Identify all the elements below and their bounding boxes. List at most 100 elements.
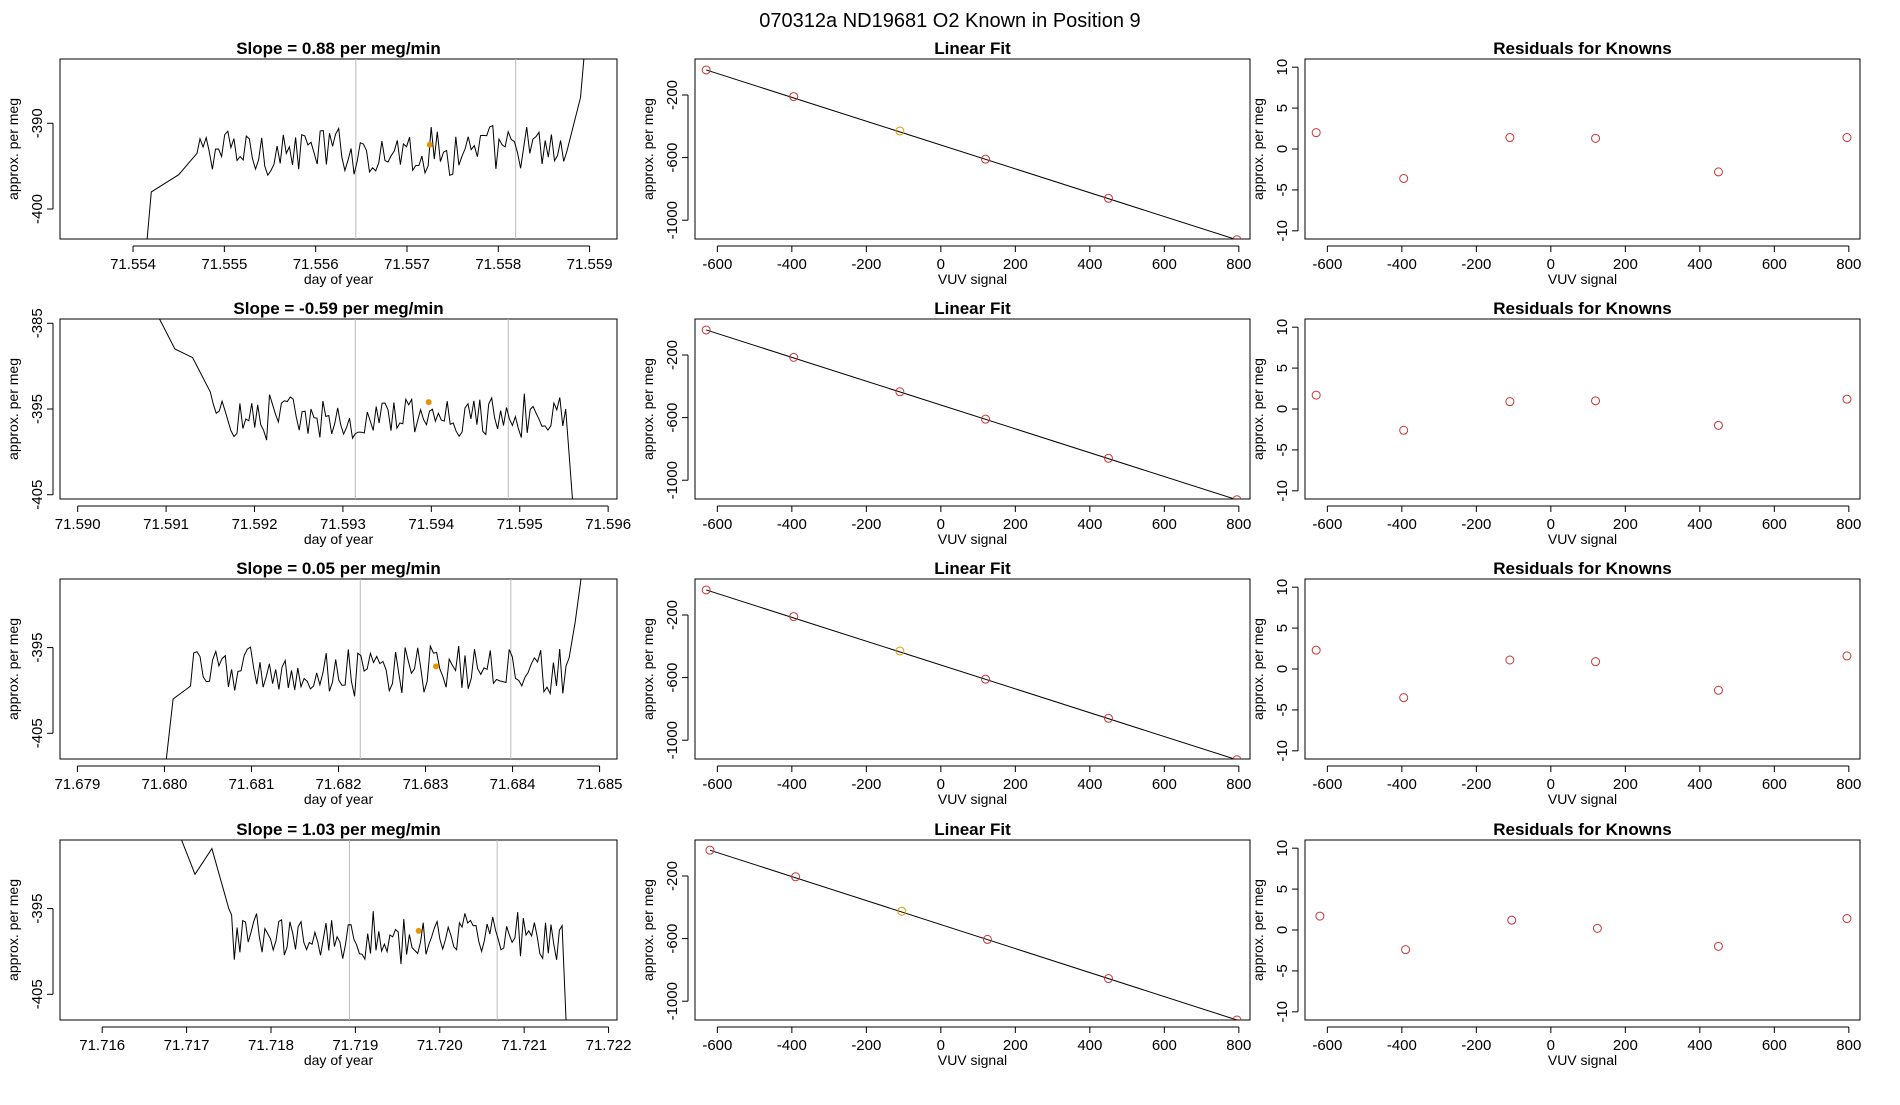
y-tick-label: 5: [1274, 885, 1291, 893]
per-meg-trace: [146, 59, 585, 239]
y-axis-label: approx. per meg: [1250, 358, 1266, 460]
x-tick-label: -200: [851, 1037, 881, 1054]
x-tick-label: 400: [1687, 1037, 1712, 1054]
fit-data-point: [1232, 755, 1242, 759]
x-tick-label: 200: [1613, 516, 1638, 533]
x-axis-label: day of year: [304, 531, 374, 547]
x-tick-label: 200: [1003, 516, 1028, 533]
chart-title: Residuals for Knowns: [1493, 559, 1672, 578]
x-tick-label: -200: [1461, 776, 1491, 793]
residual-point: [1591, 657, 1601, 667]
residual-point: [1399, 693, 1409, 703]
x-tick-label: 71.591: [143, 516, 189, 533]
x-tick-label: 71.683: [403, 776, 449, 793]
chart-title: Residuals for Knowns: [1493, 39, 1672, 58]
x-tick-label: 0: [1547, 256, 1555, 273]
x-tick-label: 71.596: [585, 516, 631, 533]
y-tick-label: 5: [1274, 364, 1291, 372]
plot-area: [158, 319, 573, 499]
panel-resid-1: Residuals for Knowns -600 -400 -200 0 200 400 6…: [1250, 299, 1861, 547]
y-tick-label: -1000: [664, 461, 681, 499]
x-tick-label: 600: [1152, 776, 1177, 793]
panel-fit-0: Linear Fit -600 -400 -200 0 200 400 600 800 VUV s…: [640, 39, 1251, 287]
y-tick-label: -400: [29, 194, 46, 224]
x-tick-label: -600: [1312, 776, 1342, 793]
plot-frame: [694, 839, 1251, 1021]
chart-title: Residuals for Knowns: [1493, 299, 1672, 318]
x-tick-label: -200: [1461, 516, 1491, 533]
fit-data-point: [981, 414, 991, 424]
fit-data-point: [1103, 713, 1113, 723]
mean-marker: [415, 927, 422, 934]
residual-point: [1592, 923, 1602, 933]
plot-frame: [1304, 318, 1861, 500]
x-tick-label: 400: [1077, 516, 1102, 533]
plot-area: [701, 585, 1242, 759]
y-axis-label: approx. per meg: [1250, 98, 1266, 200]
fit-data-point: [789, 612, 799, 622]
page-title: 070312a ND19681 O2 Known in Position 9: [759, 10, 1140, 32]
per-meg-trace: [158, 319, 573, 499]
chart-title: Slope = -0.59 per meg/min: [233, 299, 443, 318]
x-tick-label: 800: [1226, 1037, 1251, 1054]
x-tick-label: 71.559: [567, 256, 613, 273]
x-tick-label: 800: [1836, 1037, 1861, 1054]
x-tick-label: 71.682: [316, 776, 362, 793]
residual-point: [1399, 173, 1409, 183]
y-tick-label: -395: [29, 394, 46, 424]
panel-resid-2: Residuals for Knowns -600 -400 -200 0 200 400 6…: [1250, 559, 1861, 807]
residual-point: [1507, 915, 1517, 925]
x-tick-label: -400: [777, 516, 807, 533]
chart-title: Linear Fit: [934, 820, 1011, 839]
residual-point: [1505, 397, 1515, 407]
fit-data-point: [701, 325, 711, 335]
x-axis-label: day of year: [304, 791, 374, 807]
panel-fit-2: Linear Fit -600 -400 -200 0 200 400 600 800 VUV s…: [640, 559, 1251, 807]
x-tick-label: 200: [1613, 1037, 1638, 1054]
fit-data-point: [1232, 1015, 1242, 1020]
x-tick-label: 71.722: [586, 1037, 632, 1054]
y-tick-label: -1000: [664, 721, 681, 759]
plot-frame: [1304, 58, 1861, 240]
x-tick-label: -600: [1312, 516, 1342, 533]
residual-point: [1591, 396, 1601, 406]
chart-title: Slope = 1.03 per meg/min: [236, 820, 441, 839]
x-tick-label: -600: [1312, 256, 1342, 273]
plot-area: [146, 59, 585, 239]
x-tick-label: 600: [1762, 516, 1787, 533]
x-tick-label: 0: [1547, 1037, 1555, 1054]
x-tick-label: 71.594: [408, 516, 454, 533]
x-axis-label: VUV signal: [1548, 531, 1617, 547]
x-tick-label: -200: [1461, 1037, 1491, 1054]
y-axis-label: approx. per meg: [640, 358, 656, 460]
plot-frame: [694, 58, 1251, 240]
panel-time-3: Slope = 1.03 per meg/min 71.716 71.717 71.7…: [5, 820, 632, 1068]
plot-area: [1311, 645, 1852, 703]
y-tick-label: -405: [29, 979, 46, 1009]
x-tick-label: 600: [1152, 1037, 1177, 1054]
x-axis-label: VUV signal: [1548, 791, 1617, 807]
panel-resid-0: Residuals for Knowns -600 -400 -200 0 200 400 6…: [1250, 39, 1861, 287]
x-axis-label: VUV signal: [938, 791, 1007, 807]
y-tick-label: -600: [664, 663, 681, 693]
residual-point: [1315, 911, 1325, 921]
per-meg-trace: [181, 840, 567, 1020]
x-axis-label: day of year: [304, 1052, 374, 1068]
residual-point: [1842, 133, 1852, 143]
y-axis-label: approx. per meg: [1250, 618, 1266, 720]
x-tick-label: 800: [1226, 256, 1251, 273]
x-tick-label: -400: [1387, 1037, 1417, 1054]
fit-line: [706, 589, 1237, 759]
x-tick-label: 71.720: [417, 1037, 463, 1054]
x-tick-label: 0: [937, 1037, 945, 1054]
fit-data-point: [981, 154, 991, 164]
x-tick-label: 400: [1687, 776, 1712, 793]
fit-line: [706, 329, 1237, 499]
x-tick-label: 600: [1762, 1037, 1787, 1054]
y-axis-label: approx. per meg: [640, 618, 656, 720]
fit-data-point: [1103, 453, 1113, 463]
x-tick-label: 200: [1003, 776, 1028, 793]
x-tick-label: 400: [1077, 1037, 1102, 1054]
plot-area: [705, 845, 1242, 1020]
